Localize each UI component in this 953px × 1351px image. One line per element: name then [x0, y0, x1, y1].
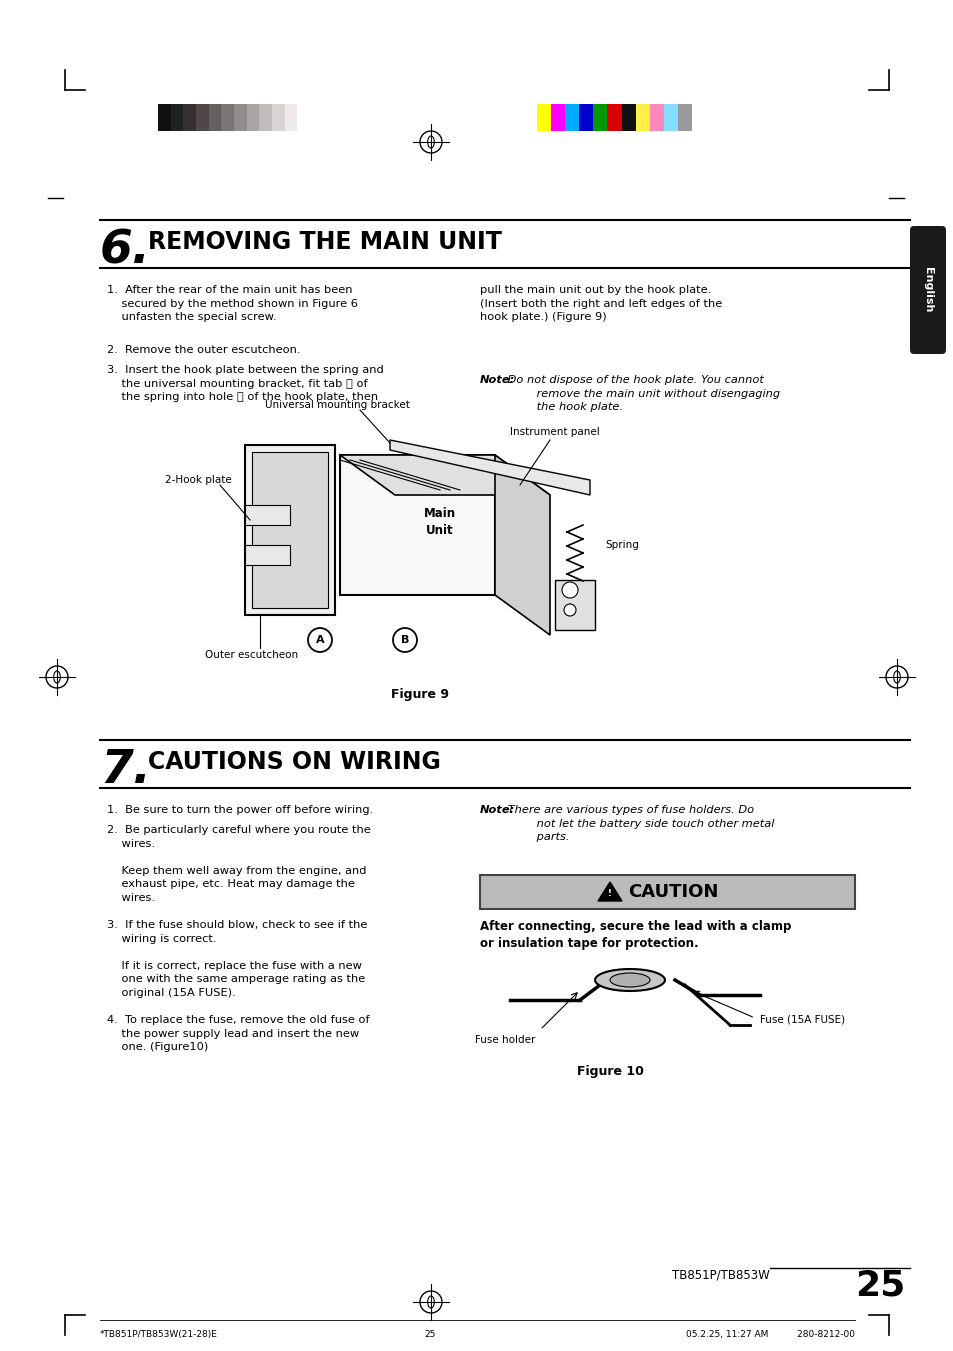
Text: English: English — [923, 267, 932, 312]
Text: There are various types of fuse holders. Do
         not let the battery side to: There are various types of fuse holders.… — [503, 805, 774, 842]
Bar — [551, 104, 564, 131]
Polygon shape — [555, 580, 595, 630]
Circle shape — [563, 604, 576, 616]
Bar — [913, 230, 941, 350]
Polygon shape — [495, 455, 550, 635]
Text: Fuse (15A FUSE): Fuse (15A FUSE) — [760, 1015, 844, 1025]
Text: pull the main unit out by the hook plate.
(Insert both the right and left edges : pull the main unit out by the hook plate… — [479, 285, 721, 322]
Bar — [259, 104, 272, 131]
Bar — [233, 104, 247, 131]
Bar — [564, 104, 578, 131]
Text: 2-Hook plate: 2-Hook plate — [165, 476, 232, 485]
Bar — [247, 104, 259, 131]
Bar — [272, 104, 284, 131]
Text: Outer escutcheon: Outer escutcheon — [205, 650, 297, 661]
Bar — [663, 104, 678, 131]
Text: TB851P/TB853W: TB851P/TB853W — [672, 1269, 769, 1281]
Bar — [209, 104, 221, 131]
Text: Fuse holder: Fuse holder — [475, 1035, 535, 1046]
Bar — [158, 104, 171, 131]
Text: CAUTIONS ON WIRING: CAUTIONS ON WIRING — [148, 750, 440, 774]
Bar — [678, 104, 691, 131]
Text: 4.  To replace the fuse, remove the old fuse of
    the power supply lead and in: 4. To replace the fuse, remove the old f… — [107, 1015, 369, 1052]
Text: *TB851P/TB853W(21-28)E: *TB851P/TB853W(21-28)E — [100, 1329, 217, 1339]
Polygon shape — [598, 882, 621, 901]
Text: Main
Unit: Main Unit — [423, 507, 456, 536]
Text: CAUTION: CAUTION — [627, 884, 718, 901]
Text: Do not dispose of the hook plate. You cannot
         remove the main unit witho: Do not dispose of the hook plate. You ca… — [503, 376, 780, 412]
Polygon shape — [339, 455, 550, 494]
Text: 05.2.25, 11:27 AM          280-8212-00: 05.2.25, 11:27 AM 280-8212-00 — [685, 1329, 854, 1339]
Text: 6.: 6. — [100, 228, 151, 273]
Polygon shape — [245, 544, 290, 565]
Text: Spring: Spring — [604, 540, 639, 550]
Bar — [635, 104, 649, 131]
Circle shape — [561, 582, 578, 598]
Polygon shape — [390, 440, 589, 494]
Ellipse shape — [595, 969, 664, 992]
Bar — [297, 104, 310, 131]
Bar — [537, 104, 551, 131]
Polygon shape — [245, 505, 290, 526]
Bar — [479, 875, 854, 909]
Text: 25: 25 — [854, 1269, 904, 1302]
Text: 1.  After the rear of the main unit has been
    secured by the method shown in : 1. After the rear of the main unit has b… — [107, 285, 357, 322]
Text: Note:: Note: — [479, 805, 515, 815]
Text: B: B — [400, 635, 409, 644]
Text: Instrument panel: Instrument panel — [510, 427, 599, 436]
Text: 2.  Be particularly careful where you route the
    wires.

    Keep them well a: 2. Be particularly careful where you rou… — [107, 825, 371, 902]
Text: 3.  If the fuse should blow, check to see if the
    wiring is correct.

    If : 3. If the fuse should blow, check to see… — [107, 920, 367, 998]
Polygon shape — [339, 455, 495, 594]
Bar — [649, 104, 663, 131]
Text: 2.  Remove the outer escutcheon.: 2. Remove the outer escutcheon. — [107, 345, 300, 355]
Text: 25: 25 — [424, 1329, 436, 1339]
Circle shape — [393, 628, 416, 653]
Polygon shape — [252, 453, 328, 608]
Ellipse shape — [609, 973, 649, 988]
Text: 1.  Be sure to turn the power off before wiring.: 1. Be sure to turn the power off before … — [107, 805, 373, 815]
Text: 7.: 7. — [100, 748, 151, 793]
Bar — [621, 104, 635, 131]
Text: Figure 9: Figure 9 — [391, 688, 449, 701]
Polygon shape — [245, 444, 335, 615]
Bar — [221, 104, 233, 131]
Bar — [171, 104, 183, 131]
Text: !: ! — [607, 889, 611, 897]
Text: A: A — [315, 635, 324, 644]
Circle shape — [308, 628, 332, 653]
Text: Universal mounting bracket: Universal mounting bracket — [265, 400, 410, 409]
Text: Note:: Note: — [479, 376, 515, 385]
FancyBboxPatch shape — [909, 226, 945, 354]
Bar — [284, 104, 297, 131]
Text: 3.  Insert the hook plate between the spring and
    the universal mounting brac: 3. Insert the hook plate between the spr… — [107, 365, 383, 403]
Bar — [578, 104, 593, 131]
Bar — [195, 104, 209, 131]
Text: REMOVING THE MAIN UNIT: REMOVING THE MAIN UNIT — [148, 230, 501, 254]
Bar — [607, 104, 621, 131]
Bar — [183, 104, 195, 131]
Bar — [593, 104, 607, 131]
Text: After connecting, secure the lead with a clamp
or insulation tape for protection: After connecting, secure the lead with a… — [479, 920, 791, 950]
Text: Figure 10: Figure 10 — [576, 1065, 642, 1078]
